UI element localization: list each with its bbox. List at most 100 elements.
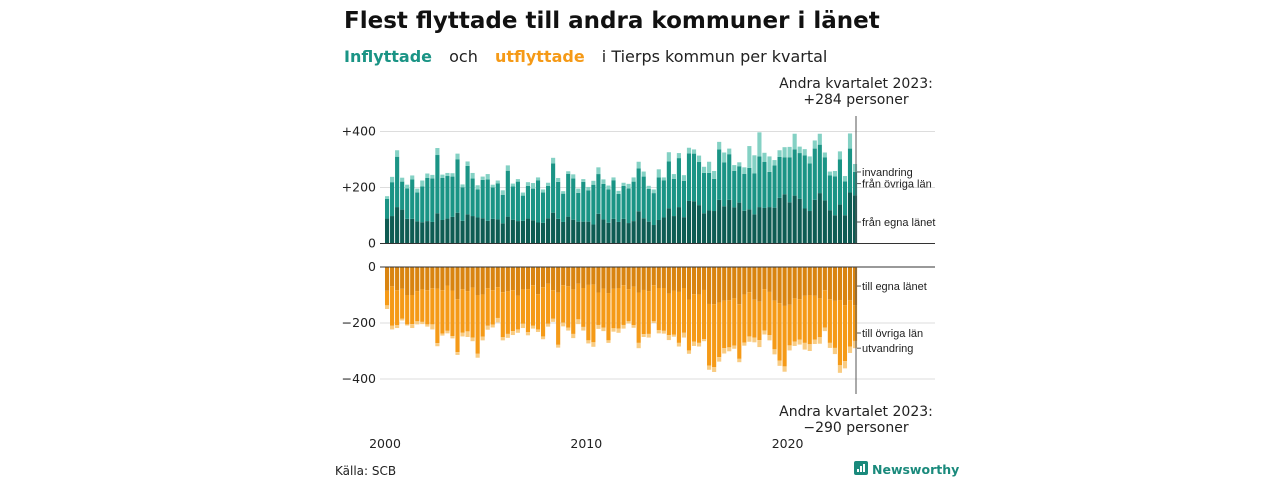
y-tick-bottom-2: −400 bbox=[342, 371, 376, 386]
bar-out-2-16 bbox=[465, 331, 470, 337]
bar-out-1-92 bbox=[847, 300, 853, 347]
bar-in-0-32 bbox=[546, 218, 551, 244]
bar-out-0-60 bbox=[686, 267, 692, 300]
bar-in-2-87 bbox=[822, 152, 827, 158]
bar-in-1-30 bbox=[535, 180, 541, 223]
bar-in-0-62 bbox=[696, 205, 702, 244]
bar-out-2-5 bbox=[410, 324, 415, 329]
bar-out-0-35 bbox=[561, 267, 566, 286]
bar-in-0-11 bbox=[440, 219, 445, 244]
bar-out-2-45 bbox=[611, 328, 616, 332]
bar-in-2-8 bbox=[425, 173, 430, 178]
bar-in-1-72 bbox=[747, 167, 752, 210]
bar-out-0-10 bbox=[435, 267, 440, 289]
bar-out-2-7 bbox=[420, 321, 425, 325]
bar-in-0-78 bbox=[777, 197, 782, 244]
bar-out-0-64 bbox=[707, 267, 712, 304]
bar-in-0-48 bbox=[626, 223, 631, 244]
bar-in-1-88 bbox=[827, 175, 832, 211]
bar-in-0-7 bbox=[420, 222, 425, 244]
bar-out-2-11 bbox=[440, 333, 445, 336]
bar-out-1-41 bbox=[591, 284, 596, 343]
bar-in-1-55 bbox=[661, 180, 666, 218]
bar-in-0-47 bbox=[621, 218, 626, 244]
bar-out-1-70 bbox=[737, 304, 742, 359]
bar-in-2-85 bbox=[812, 140, 817, 149]
bar-in-2-78 bbox=[777, 150, 782, 157]
bar-in-2-9 bbox=[430, 174, 435, 179]
bar-out-0-28 bbox=[525, 267, 531, 290]
bar-in-0-58 bbox=[676, 207, 681, 244]
bar-in-1-53 bbox=[651, 193, 656, 226]
bar-in-0-88 bbox=[827, 210, 832, 244]
bar-in-1-25 bbox=[510, 186, 515, 220]
bar-in-0-21 bbox=[490, 218, 495, 244]
bar-out-2-76 bbox=[767, 335, 772, 341]
bar-out-2-57 bbox=[671, 334, 676, 337]
bar-in-2-22 bbox=[495, 180, 500, 184]
bar-in-1-80 bbox=[787, 157, 792, 203]
bar-in-0-37 bbox=[571, 219, 576, 244]
bar-out-0-1 bbox=[390, 267, 395, 287]
bar-out-2-10 bbox=[435, 343, 440, 347]
bar-out-1-81 bbox=[792, 298, 797, 342]
bar-in-2-71 bbox=[742, 167, 747, 174]
bar-out-2-40 bbox=[586, 340, 591, 344]
bar-in-2-45 bbox=[611, 177, 616, 181]
bar-out-1-83 bbox=[802, 295, 807, 343]
bar-out-1-62 bbox=[696, 294, 702, 343]
bar-out-0-80 bbox=[787, 267, 792, 305]
bar-in-1-41 bbox=[591, 184, 596, 225]
bar-out-1-1 bbox=[390, 286, 395, 326]
bar-out-0-0 bbox=[385, 267, 390, 291]
bar-in-0-69 bbox=[732, 207, 737, 244]
bar-out-2-42 bbox=[596, 324, 601, 329]
bar-out-0-66 bbox=[717, 267, 722, 303]
bar-out-2-67 bbox=[722, 348, 727, 354]
bar-out-0-8 bbox=[425, 267, 430, 291]
bar-in-0-68 bbox=[727, 199, 732, 244]
bar-in-2-64 bbox=[707, 161, 712, 173]
bar-in-2-0 bbox=[385, 196, 390, 199]
bar-in-0-38 bbox=[576, 221, 581, 244]
bar-in-2-91 bbox=[842, 176, 848, 182]
bar-in-0-75 bbox=[762, 207, 767, 244]
bar-out-0-53 bbox=[651, 267, 656, 286]
bar-out-2-82 bbox=[797, 339, 802, 345]
bar-out-0-33 bbox=[551, 267, 556, 291]
bar-out-1-79 bbox=[782, 305, 787, 367]
bar-out-2-6 bbox=[415, 321, 420, 325]
bar-in-0-44 bbox=[606, 222, 611, 244]
bar-in-2-70 bbox=[737, 162, 742, 167]
bar-out-0-3 bbox=[400, 267, 405, 289]
bar-out-1-32 bbox=[546, 283, 551, 324]
bar-in-0-9 bbox=[430, 221, 435, 244]
bar-out-1-48 bbox=[626, 289, 631, 322]
bar-out-2-38 bbox=[576, 319, 581, 325]
bar-out-2-91 bbox=[842, 361, 848, 369]
bar-in-0-24 bbox=[505, 216, 510, 244]
bar-out-2-66 bbox=[717, 357, 722, 362]
bar-out-0-78 bbox=[777, 267, 782, 304]
bar-out-1-39 bbox=[581, 288, 586, 327]
bar-in-1-83 bbox=[802, 155, 807, 209]
bar-out-1-55 bbox=[661, 288, 666, 331]
bar-in-0-70 bbox=[737, 202, 742, 244]
bar-in-0-86 bbox=[817, 193, 822, 244]
bar-out-0-81 bbox=[792, 267, 797, 299]
bar-out-1-77 bbox=[772, 300, 777, 350]
bar-in-1-61 bbox=[691, 153, 697, 202]
bar-out-1-82 bbox=[797, 299, 802, 340]
bar-out-0-30 bbox=[535, 267, 541, 295]
bar-out-2-30 bbox=[535, 329, 541, 332]
bar-in-1-65 bbox=[712, 178, 717, 212]
bar-in-2-17 bbox=[470, 172, 475, 179]
bar-in-2-14 bbox=[455, 153, 460, 160]
bar-out-1-63 bbox=[702, 289, 707, 340]
bar-out-2-33 bbox=[551, 318, 556, 322]
bar-in-1-7 bbox=[420, 186, 425, 223]
annotation-top-line2: +284 personer bbox=[803, 92, 909, 108]
bar-in-0-33 bbox=[551, 212, 556, 244]
bar-in-2-16 bbox=[465, 161, 470, 166]
bar-in-1-34 bbox=[556, 181, 561, 219]
